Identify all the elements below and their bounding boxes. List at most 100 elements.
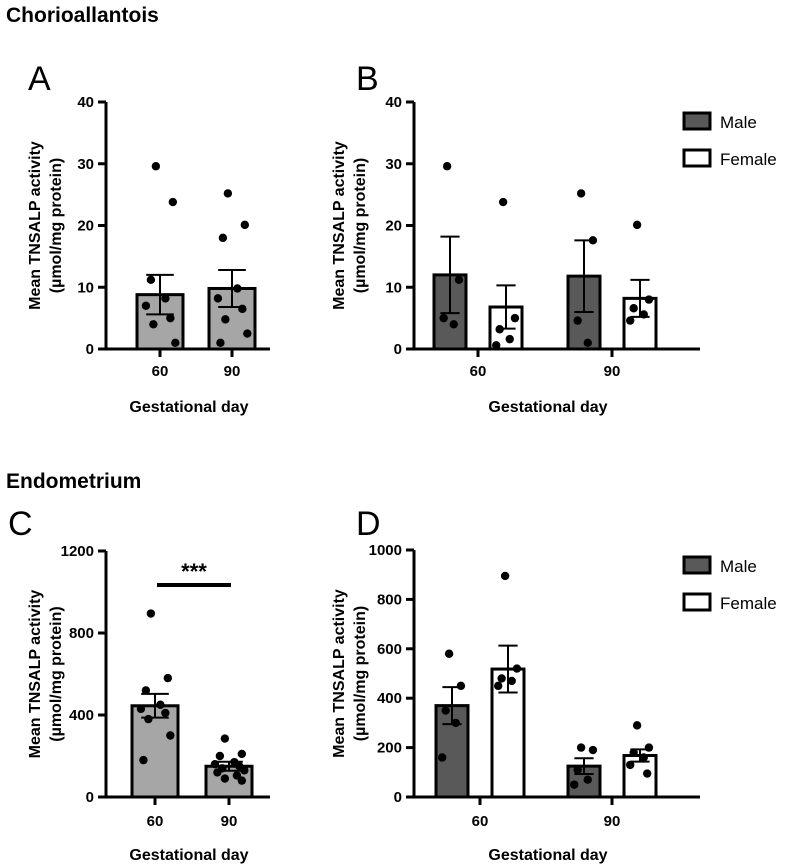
female-90-data-point — [644, 743, 654, 752]
y-tick-label: 20 — [385, 218, 402, 235]
panel-letter: B — [356, 60, 379, 98]
y-tick-label: 0 — [394, 789, 402, 806]
legend-label-female: Female — [720, 594, 777, 613]
male-60-data-point — [451, 718, 460, 728]
female-90-data-point — [643, 769, 652, 778]
y-tick-label: 40 — [385, 94, 402, 111]
panel-letter: A — [28, 60, 51, 98]
y-axis-title: Mean TNSALP activity — [331, 141, 348, 310]
day-60-bar — [130, 704, 180, 799]
male-90-data-point — [570, 780, 579, 789]
x-axis-title: Gestational day — [488, 847, 607, 864]
day-60-data-point — [136, 704, 146, 714]
x-tick-label: 60 — [470, 363, 487, 380]
day-90-data-point — [237, 749, 247, 759]
panel-b: B 0 10 20 30 40 60 90 Gestational day Mean TNSALP… — [331, 60, 777, 416]
x-axis-title: Gestational day — [129, 399, 248, 416]
x-tick-label: 90 — [604, 363, 621, 380]
x-tick-label: 90 — [224, 363, 241, 380]
male-90-data-point — [588, 745, 598, 755]
female-60-data-point — [498, 197, 508, 207]
female-90-data-point — [644, 295, 654, 304]
day-60-data-point — [149, 320, 158, 329]
male-90-data-point — [583, 775, 592, 784]
day-90-data-point — [213, 294, 223, 303]
male-90-data-point — [576, 743, 586, 752]
legend-label-male: Male — [720, 557, 757, 576]
y-tick-label: 0 — [394, 341, 402, 358]
legend-swatch-female — [682, 592, 712, 612]
section-title-endometrium: Endometrium — [6, 470, 141, 493]
x-tick-label: 60 — [152, 363, 169, 380]
panel-letter: C — [8, 505, 33, 543]
day-90-data-point — [213, 768, 222, 777]
male-60-data-point — [449, 320, 458, 329]
y-axis-units: (µmol/mg protein) — [48, 158, 65, 293]
y-tick-label: 200 — [377, 740, 402, 757]
x-tick-label: 60 — [472, 813, 489, 830]
day-90-data-point — [218, 233, 228, 243]
y-tick-label: 30 — [385, 156, 402, 173]
y-axis-units: (µmol/mg protein) — [352, 158, 369, 293]
y-axis-title: Mean TNSALP activity — [27, 141, 44, 310]
panel-letter: D — [356, 505, 381, 543]
x-axis-title: Gestational day — [129, 847, 248, 864]
female-90-data-point — [626, 760, 635, 770]
female-60-data-point — [494, 681, 503, 691]
y-tick-label: 0 — [86, 789, 94, 806]
y-tick-label: 40 — [77, 94, 94, 111]
male-60-data-point — [439, 313, 448, 323]
day-60-data-point — [141, 686, 151, 695]
day-90-data-point — [216, 338, 225, 348]
male-60-data-point — [438, 753, 447, 762]
male-90-data-point — [573, 316, 582, 325]
female-60-data-point — [512, 664, 522, 673]
day-60-data-point — [156, 700, 165, 709]
y-tick-label: 1200 — [61, 543, 94, 560]
day-60-data-point — [168, 197, 178, 207]
day-90-data-point — [220, 734, 230, 743]
female-60-data-point — [492, 341, 501, 350]
day-60-data-point — [146, 275, 156, 285]
y-axis-title: Mean TNSALP activity — [331, 589, 348, 758]
female-90-data-point — [632, 220, 642, 230]
female-90-data-point — [626, 316, 635, 325]
y-tick-label: 400 — [69, 707, 94, 724]
male-60-data-point — [442, 162, 452, 171]
female-60-data-point — [510, 313, 520, 323]
day-90-data-point — [210, 760, 220, 769]
female-60-data-point — [500, 571, 510, 581]
significance-label: *** — [181, 559, 207, 584]
y-tick-label: 600 — [377, 641, 402, 658]
day-60-data-point — [139, 755, 148, 765]
day-90-data-point — [238, 304, 247, 314]
day-60-data-point — [146, 609, 156, 618]
panel-c: C 0 400 800 1200 60 90 Gestational day Mean TNSA… — [8, 505, 270, 864]
day-90-data-point — [220, 774, 230, 783]
day-90-data-point — [215, 751, 225, 761]
legend-swatch-male — [682, 111, 712, 131]
day-90-data-point — [240, 220, 250, 230]
y-tick-label: 30 — [77, 156, 94, 173]
y-tick-label: 10 — [77, 279, 94, 296]
y-axis-units: (µmol/mg protein) — [48, 606, 65, 741]
female-90-data-point — [629, 304, 638, 313]
female-90-data-point — [639, 753, 648, 762]
y-tick-label: 800 — [377, 591, 402, 608]
male-60-data-point — [441, 706, 450, 715]
male-90-data-point — [576, 189, 586, 198]
male-60-data-point — [456, 681, 466, 691]
x-tick-label: 60 — [147, 813, 164, 830]
panel-d: D 0 200 400 600 800 1000 60 90 Gestational day Mea… — [331, 505, 777, 864]
day-60-data-point — [144, 714, 153, 724]
female-60-data-point — [497, 674, 506, 683]
y-axis-title: Mean TNSALP activity — [27, 590, 44, 759]
male-60-data-point — [444, 649, 454, 658]
female-90-data-point — [629, 748, 638, 757]
legend-label-female: Female — [720, 150, 777, 169]
x-axis-title: Gestational day — [488, 399, 607, 416]
y-tick-label: 10 — [385, 279, 402, 296]
female-90-data-point — [639, 310, 648, 319]
day-90-data-point — [240, 766, 249, 775]
